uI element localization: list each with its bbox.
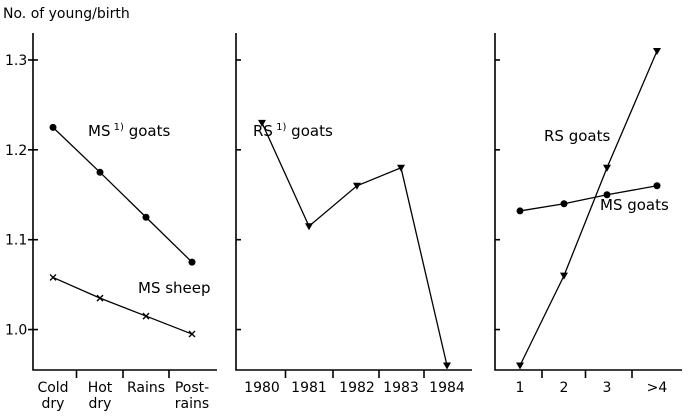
series-label: MS goats [600, 196, 669, 214]
data-point-triangle [397, 164, 405, 172]
data-point-triangle [653, 47, 661, 55]
x-tick-label: 1983 [383, 380, 419, 396]
series-line [519, 185, 658, 212]
panel-year: 1980 1981 1982 1983 1984 RS 1) goats [235, 33, 472, 396]
y-tick-label: 1.3 [5, 53, 27, 69]
data-point-circle [560, 200, 568, 208]
panel-season: No. of young/birth 1.01.11.21.3ColddryHo… [3, 6, 217, 412]
series-line [519, 50, 658, 366]
y-tick-label: 1.2 [5, 143, 27, 159]
x-tick-label: Hot [88, 380, 113, 396]
data-point-cross [188, 330, 196, 338]
data-point-cross [142, 312, 150, 320]
axis-line [32, 33, 217, 371]
x-tick-label: 1982 [339, 380, 375, 396]
data-point-circle [188, 258, 196, 266]
x-tick-label: 2 [560, 380, 569, 396]
data-point-triangle [516, 362, 524, 370]
x-tick-label: Post- [175, 380, 209, 396]
x-tick-label: 1981 [291, 380, 327, 396]
data-point-circle [603, 191, 611, 199]
x-tick-label-line2: dry [89, 396, 112, 412]
x-tick-label: 1 [516, 380, 525, 396]
data-point-triangle [560, 272, 568, 280]
series-label: MS sheep [138, 279, 211, 297]
x-tick-label: >4 [647, 380, 668, 396]
series-label: MS 1) goats [88, 122, 170, 140]
data-point-triangle [353, 182, 361, 190]
series-line [52, 276, 193, 335]
series-line [52, 126, 193, 263]
series-line [261, 122, 448, 366]
data-point-cross [96, 294, 104, 302]
axis-line [235, 33, 472, 371]
x-tick-label: 1984 [429, 380, 465, 396]
y-axis-label: No. of young/birth [3, 6, 130, 22]
data-point-triangle [443, 362, 451, 370]
data-point-circle [142, 213, 150, 221]
y-tick-label: 1.1 [5, 233, 27, 249]
x-tick-label: Rains [127, 380, 165, 396]
data-point-circle [96, 168, 104, 176]
x-tick-label: 3 [603, 380, 612, 396]
data-point-triangle [258, 119, 266, 127]
data-point-cross [49, 273, 57, 281]
x-tick-label-line2: dry [42, 396, 65, 412]
data-point-triangle [305, 223, 313, 231]
data-point-circle [49, 123, 57, 131]
y-tick-label: 1.0 [5, 323, 27, 339]
series-label: RS 1) goats [253, 122, 333, 140]
x-tick-label-line2: rains [175, 396, 209, 412]
panel-parity: 1 2 3 >4 RS goats MS goats [494, 33, 682, 396]
x-tick-label: Cold [37, 380, 68, 396]
data-point-circle [653, 182, 661, 190]
x-tick-label: 1980 [244, 380, 280, 396]
data-point-triangle [603, 164, 611, 172]
data-point-circle [516, 207, 524, 215]
series-label: RS goats [544, 127, 610, 145]
axis-line [494, 33, 682, 371]
